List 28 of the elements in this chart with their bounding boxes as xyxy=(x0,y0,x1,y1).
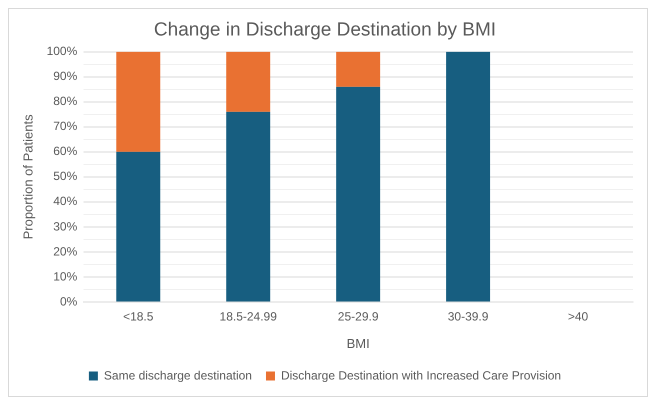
chart-title: Change in Discharge Destination by BMI xyxy=(154,20,496,41)
bar xyxy=(336,52,380,87)
y-tick-label: 20% xyxy=(53,244,78,258)
bar xyxy=(116,52,160,152)
x-axis-title: BMI xyxy=(346,336,370,351)
y-tick-label: 90% xyxy=(53,69,78,84)
x-tick-label: 30-39.9 xyxy=(448,310,489,324)
y-tick-label: 70% xyxy=(53,119,78,134)
y-axis-title: Proportion of Patients xyxy=(20,114,36,240)
y-tick-label: 40% xyxy=(53,194,78,208)
legend-label: Same discharge destination xyxy=(104,368,252,382)
bar xyxy=(226,112,270,302)
y-tick-label: 50% xyxy=(53,169,78,184)
y-tick-label: 60% xyxy=(53,144,78,158)
bar xyxy=(336,86,380,302)
bar xyxy=(226,52,270,112)
x-tick-label: >40 xyxy=(568,310,589,324)
legend-label: Discharge Destination with Increased Care Provision xyxy=(280,368,562,382)
y-tick-label: 80% xyxy=(53,94,78,108)
y-tick-label: 100% xyxy=(46,44,78,58)
y-tick-label: 30% xyxy=(53,219,78,234)
x-tick-label: <18.5 xyxy=(123,310,154,324)
bar xyxy=(116,152,160,302)
bar xyxy=(446,52,490,302)
x-tick-label: 25-29.9 xyxy=(338,310,379,324)
x-tick-label: 18.5-24.99 xyxy=(220,310,278,324)
y-tick-label: 0% xyxy=(60,294,78,308)
y-tick-label: 10% xyxy=(53,269,78,284)
